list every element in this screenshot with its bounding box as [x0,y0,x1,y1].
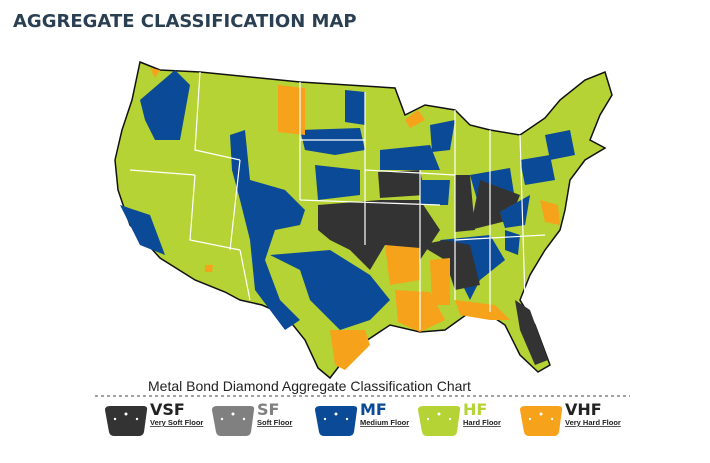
swatch-hole [528,417,532,421]
us-map [114,60,613,380]
legend-swatch [418,406,461,436]
legend-code: HF [463,400,487,419]
swatch-hole [448,417,452,421]
page-title: AGGREGATE CLASSIFICATION MAP [13,11,357,32]
region [270,90,555,330]
swatch-hole [539,412,543,416]
legend-swatch [315,406,358,436]
legend-label: Medium Floor [360,418,409,427]
legend-code: VSF [150,400,185,419]
swatch-hole [323,417,327,421]
swatch-hole [437,412,441,416]
legend-label: Hard Floor [463,418,501,427]
swatch-hole [334,412,338,416]
legend-code: MF [360,400,387,419]
legend-swatch [520,406,563,436]
swatch-hole [345,417,349,421]
swatch-hole [113,417,117,421]
state-borders [129,71,546,330]
swatch-hole [231,412,235,416]
chart-title: Metal Bond Diamond Aggregate Classificat… [148,378,471,394]
legend-code: VHF [565,400,602,419]
legend-label: Very Hard Floor [565,418,621,427]
swatch-hole [242,417,246,421]
swatch-hole [220,417,224,421]
swatch-hole [426,417,430,421]
swatch-hole [124,412,128,416]
region [120,70,575,330]
legend-swatch [212,406,255,436]
swatch-hole [135,417,139,421]
legend-label: Soft Floor [257,418,292,427]
legend-swatch [105,406,148,436]
swatch-hole [550,417,554,421]
legend-label: Very Soft Floor [150,418,203,427]
legend-code: SF [257,400,279,419]
